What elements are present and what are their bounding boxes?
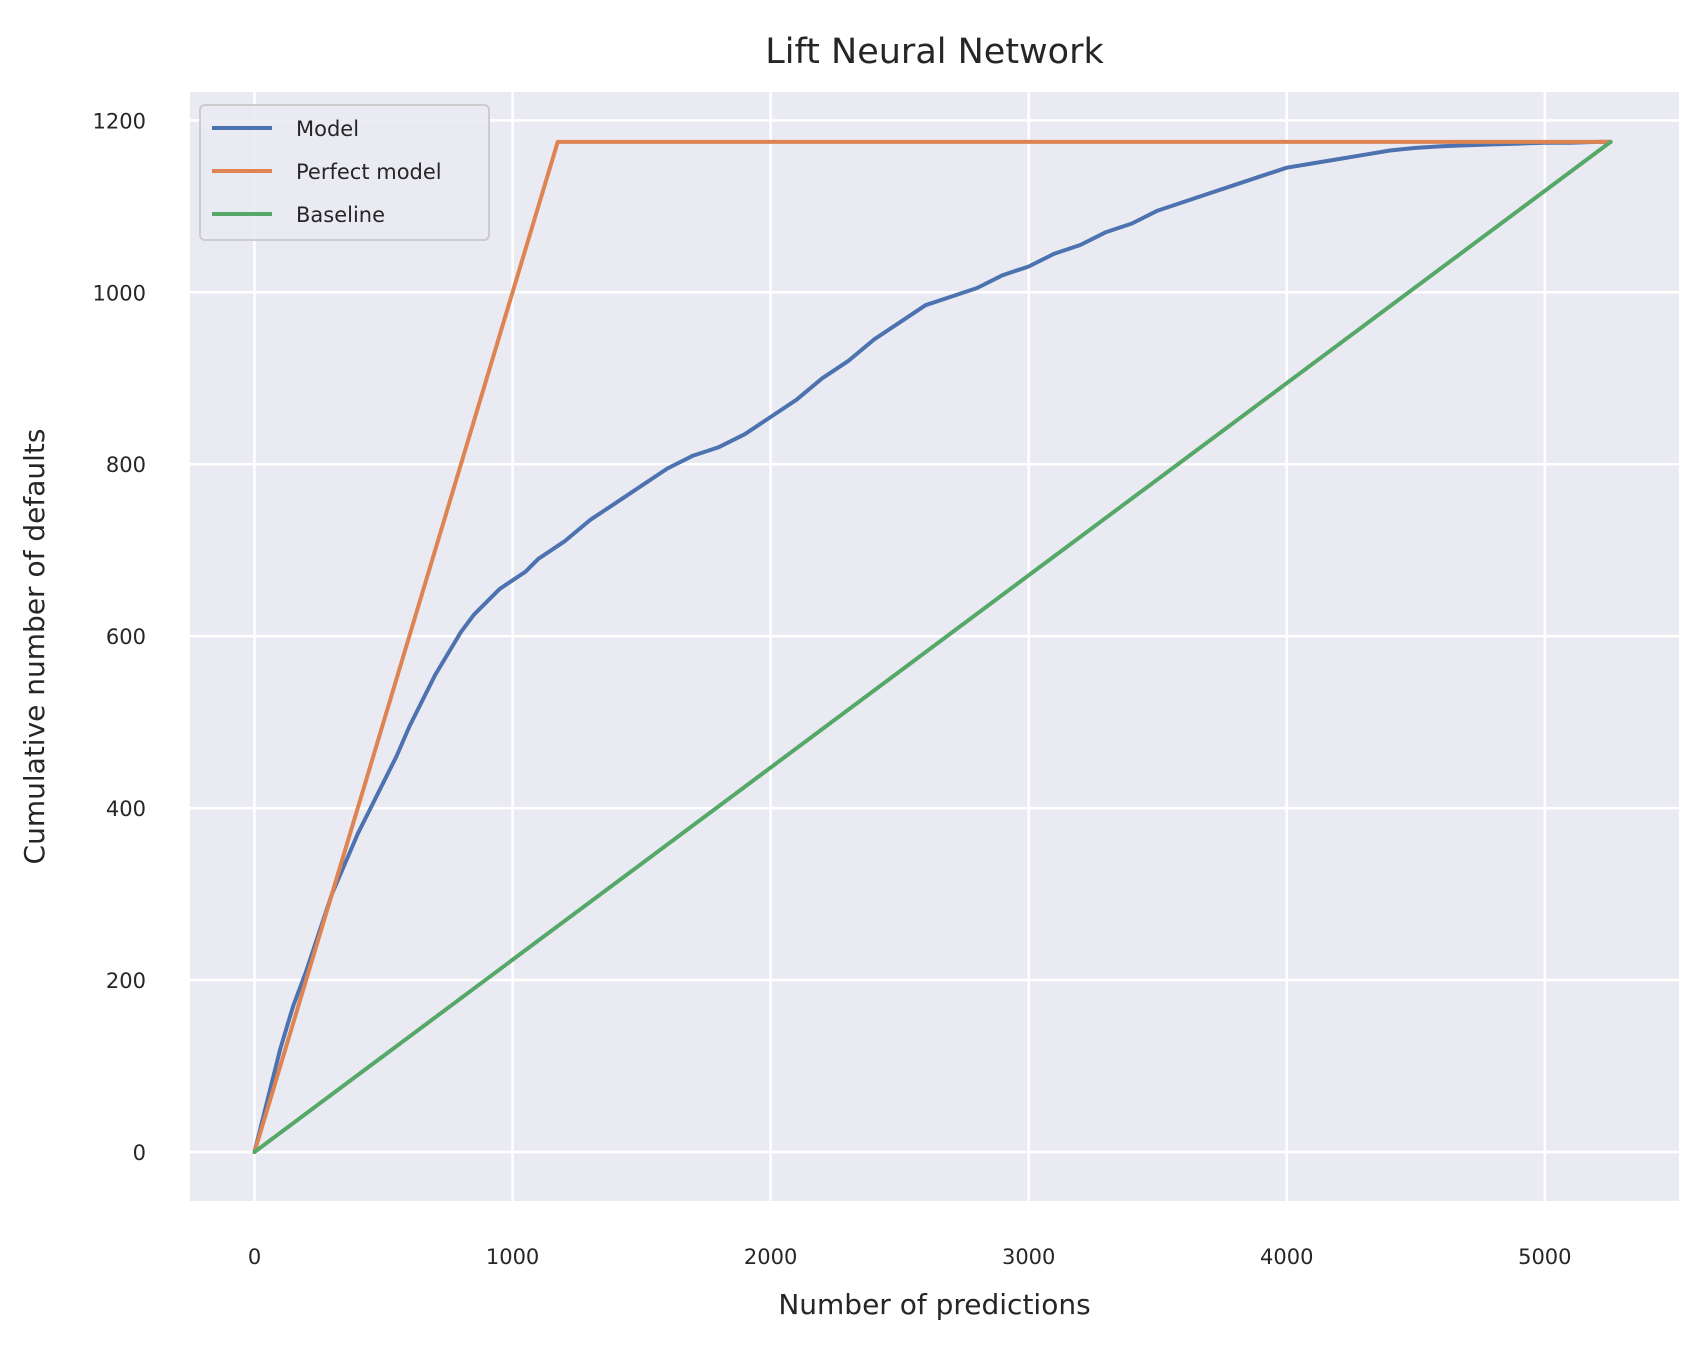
series-line-perfect-model [252, 139, 1613, 1154]
tick-labels: 0 1000 2000 3000 4000 5000 0 200 400 600 800 1000 12… [93, 109, 1572, 1269]
x-tick-label: 3000 [1002, 1245, 1055, 1269]
x-tick-label: 2000 [744, 1245, 797, 1269]
x-axis-label: Number of predictions [778, 1288, 1090, 1321]
x-tick-label: 5000 [1518, 1245, 1571, 1269]
series-line-model [252, 139, 1613, 1154]
y-tick-label: 1200 [93, 109, 146, 133]
series-line-baseline [252, 139, 1613, 1154]
x-tick-label: 0 [248, 1245, 261, 1269]
chart-title: Lift Neural Network [765, 32, 1104, 72]
x-tick-label: 4000 [1260, 1245, 1313, 1269]
legend-box [199, 104, 490, 241]
legend: Model Perfect model Baseline [199, 104, 490, 241]
legend-label-model: Model [296, 117, 359, 141]
y-tick-label: 400 [106, 797, 146, 821]
y-tick-label: 600 [106, 625, 146, 649]
legend-label-perfect-model: Perfect model [296, 160, 442, 184]
legend-label-baseline: Baseline [296, 203, 385, 227]
y-tick-label: 200 [106, 969, 146, 993]
y-tick-label: 1000 [93, 281, 146, 305]
x-tick-label: 1000 [486, 1245, 539, 1269]
y-axis-label: Cumulative number of defaults [18, 429, 51, 865]
y-tick-label: 800 [106, 453, 146, 477]
series-lines [252, 139, 1613, 1154]
y-tick-label: 0 [133, 1141, 146, 1165]
